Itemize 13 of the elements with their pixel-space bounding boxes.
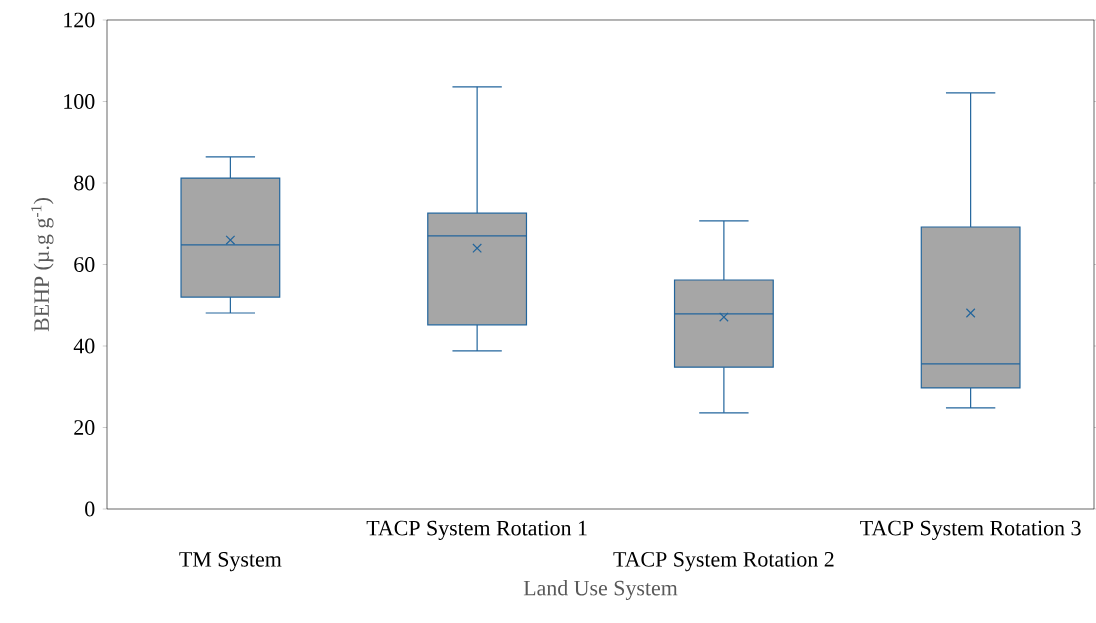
x-tick-label: TACP System Rotation 1 bbox=[366, 520, 587, 540]
y-tick-label: 120 bbox=[64, 12, 95, 28]
y-tick-label: 0 bbox=[85, 501, 95, 517]
y-tick-label: 60 bbox=[74, 257, 95, 272]
x-tick-label: TM System bbox=[179, 551, 282, 572]
y-axis-title: BEHP (µ.g g$^{-1}$) bbox=[31, 198, 54, 332]
x-tick-label: TACP System Rotation 2 bbox=[613, 551, 834, 572]
x-tick-label: TACP System Rotation 3 bbox=[860, 520, 1081, 540]
y-tick-label: 20 bbox=[74, 420, 95, 435]
x-axis-title: Land Use System bbox=[523, 580, 678, 600]
y-tick-label: 80 bbox=[74, 175, 95, 191]
y-tick-label: 40 bbox=[73, 338, 95, 354]
y-tick-label: 100 bbox=[64, 94, 95, 109]
